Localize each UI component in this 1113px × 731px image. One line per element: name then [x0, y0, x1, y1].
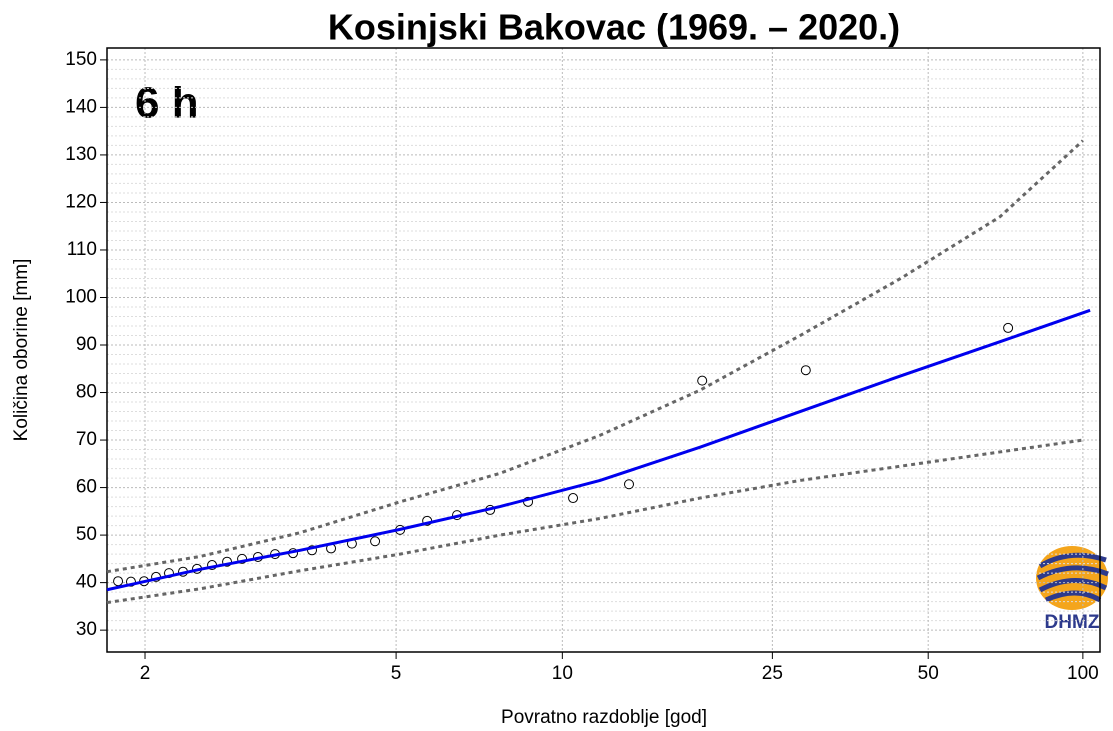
data-point [1003, 322, 1014, 333]
y-tick-label: 80 [76, 382, 97, 403]
x-tick-label: 5 [391, 663, 402, 684]
y-tick-label: 90 [76, 334, 97, 355]
y-tick-label: 30 [76, 619, 97, 640]
y-tick-label: 130 [65, 144, 97, 165]
confidence-line [106, 438, 1084, 605]
x-tick-label: 10 [552, 663, 573, 684]
x-tick-label: 100 [1067, 663, 1099, 684]
data-point [568, 493, 579, 504]
x-tick-label: 25 [762, 663, 783, 684]
y-tick-label: 150 [65, 49, 97, 70]
fit-line [106, 308, 1091, 592]
y-axis-label: Količina oborine [mm] [11, 259, 32, 442]
data-point [800, 365, 811, 376]
chart-title: Kosinjski Bakovac (1969. – 2020.) [328, 7, 900, 48]
x-tick-label: 50 [918, 663, 939, 684]
x-axis-label: Povratno razdoblje [god] [501, 707, 707, 728]
x-tick-label: 2 [140, 663, 151, 684]
y-tick-label: 120 [65, 191, 97, 212]
y-tick-label: 70 [76, 429, 97, 450]
data-point [113, 576, 124, 587]
annotation: 6 h [135, 79, 199, 128]
confidence-line [106, 139, 1084, 574]
y-tick-label: 60 [76, 477, 97, 498]
y-tick-label: 110 [67, 239, 97, 260]
logo: DHMZ [1036, 546, 1109, 633]
y-tick-label: 40 [76, 572, 97, 593]
data-point [370, 536, 381, 547]
logo-stripes [1036, 552, 1109, 603]
plot-frame [106, 47, 1101, 653]
data-point [697, 375, 708, 386]
y-tick-label: 140 [65, 96, 97, 117]
y-tick-label: 100 [65, 287, 97, 308]
logo-text: DHMZ [1045, 612, 1100, 633]
data-point [623, 479, 634, 490]
y-tick-label: 50 [76, 524, 97, 545]
